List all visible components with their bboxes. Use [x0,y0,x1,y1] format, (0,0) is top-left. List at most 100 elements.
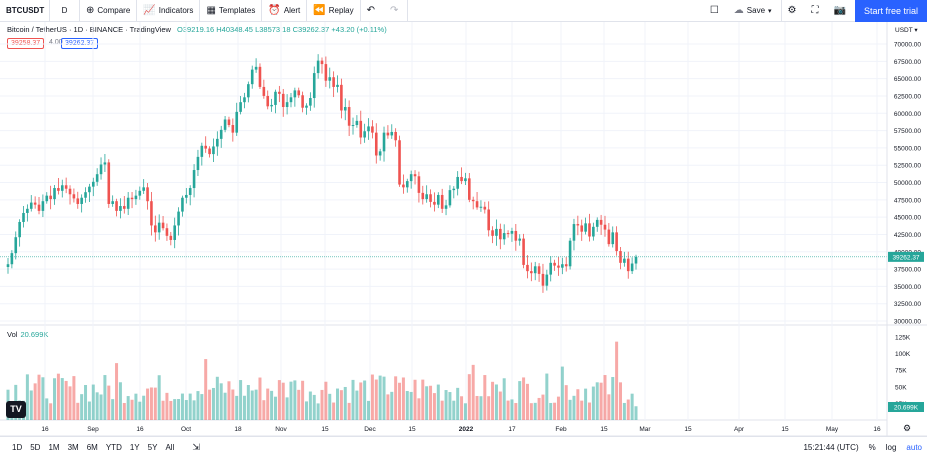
candle-body [285,102,289,108]
candle-body [68,188,72,195]
volume-tick: 125K [895,335,911,342]
rewind-icon: ⏪ [313,5,326,16]
plus-circle-icon: ⊕ [86,5,95,16]
bottom-bar: 1D 5D 1M 3M 6M YTD 1Y 5Y All ⇲ 15:21:44 (UTC) % … [0,436,927,458]
price-tick: 57500.00 [894,128,921,135]
range-all[interactable]: All [165,443,175,452]
candle-body [204,145,208,149]
volume-bar [405,391,409,420]
candle-body [533,266,537,274]
go-to-date-icon[interactable]: ⇲ [192,442,200,452]
price-tick: 42500.00 [894,232,921,239]
time-tick: May [826,426,839,433]
volume-bar [339,390,343,420]
volume-bar [196,391,200,420]
volume-bar [568,399,572,420]
range-5d[interactable]: 5D [30,443,41,452]
candle-body [185,194,188,198]
candle-body [14,237,18,254]
volume-bar [436,384,440,420]
price-tick: 30000.00 [894,319,921,326]
range-5y[interactable]: 5Y [147,443,158,452]
price-tick: 52500.00 [894,163,921,170]
start-free-trial-button[interactable]: Start free trial [854,0,927,22]
candle-body [130,197,134,200]
volume-bar [572,395,576,420]
candle-body [84,192,87,198]
candle-body [541,273,545,286]
volume-bar [347,402,351,420]
range-6m[interactable]: 6M [86,443,98,452]
templates-button[interactable]: ▦ Templates [200,0,263,22]
candle-body [247,84,250,98]
settings-button[interactable]: ⚙ [782,0,806,22]
alert-button[interactable]: ⏰ Alert [262,0,308,22]
volume-bar [510,399,514,420]
undo-button[interactable]: ↶ [361,0,384,22]
candle-body [351,125,355,127]
log-toggle[interactable]: log [885,443,897,452]
candle-body [398,140,401,185]
candle-body [382,132,386,152]
volume-bar [115,363,119,420]
volume-bar [289,381,293,420]
interval-button[interactable]: D [50,0,80,22]
volume-bar [370,374,374,420]
volume-bar [80,394,84,420]
volume-bar [223,392,227,420]
candle-body [53,188,56,200]
grid-icon: ▦ [206,5,216,16]
candle-body [634,256,638,264]
snapshot-button[interactable]: 📷 [828,0,855,22]
price-chart[interactable]: USDT ▾ 70000.00 67500.00 65000.00 62500.00 60… [0,0,927,436]
range-1y[interactable]: 1Y [129,443,140,452]
candle-body [394,131,397,141]
candle-body [332,77,335,87]
range-1m[interactable]: 1M [48,443,60,452]
volume-bar [56,373,60,420]
volume-bar [95,392,99,420]
volume-bar [363,380,367,420]
volume-bar [138,401,142,420]
price-tick: 67500.00 [894,59,921,66]
volume-bar [231,389,235,420]
save-button[interactable]: ☁ Save ▾ [728,0,782,22]
currency-label: USDT ▾ [895,27,918,34]
redo-button[interactable]: ↷ [384,0,409,22]
candle-body [278,91,281,94]
top-toolbar: BTCUSDT D ⊕ Compare 📈 Indicators ▦ Templ… [0,0,927,22]
volume-bar [607,394,611,420]
layout-button[interactable]: ☐ [704,0,728,22]
volume-bar [452,400,456,420]
range-3m[interactable]: 3M [67,443,79,452]
volume-bar [591,386,595,420]
candle-body [316,60,320,74]
volume-bar [460,396,464,420]
candle-body [378,151,382,156]
volume-bar [277,380,281,420]
auto-toggle[interactable]: auto [906,443,922,452]
candle-body [181,197,184,212]
buy-price-button[interactable]: 39262.37 [61,38,99,49]
sell-price-button[interactable]: 39258.37 [7,38,45,49]
volume-bar [394,376,398,420]
gear-icon: ⚙ [787,5,797,16]
range-1d[interactable]: 1D [12,443,23,452]
compare-button[interactable]: ⊕ Compare [80,0,138,22]
fullscreen-button[interactable]: ⛶ [806,0,828,22]
candle-body [64,185,68,189]
candle-body [584,223,587,232]
candle-body [615,232,618,252]
volume-bar [235,395,239,420]
candle-body [254,66,258,70]
percent-toggle[interactable]: % [868,443,876,452]
indicators-button[interactable]: 📈 Indicators [137,0,201,22]
range-ytd[interactable]: YTD [105,443,122,452]
replay-button[interactable]: ⏪ Replay [307,0,361,22]
volume-last-label: 20.699K [894,405,919,412]
candle-body [192,170,196,189]
candle-body [324,64,328,81]
symbol-search-button[interactable]: BTCUSDT [0,0,50,22]
volume-legend: Vol 20.699K [7,330,48,339]
volume-bar [417,398,421,420]
